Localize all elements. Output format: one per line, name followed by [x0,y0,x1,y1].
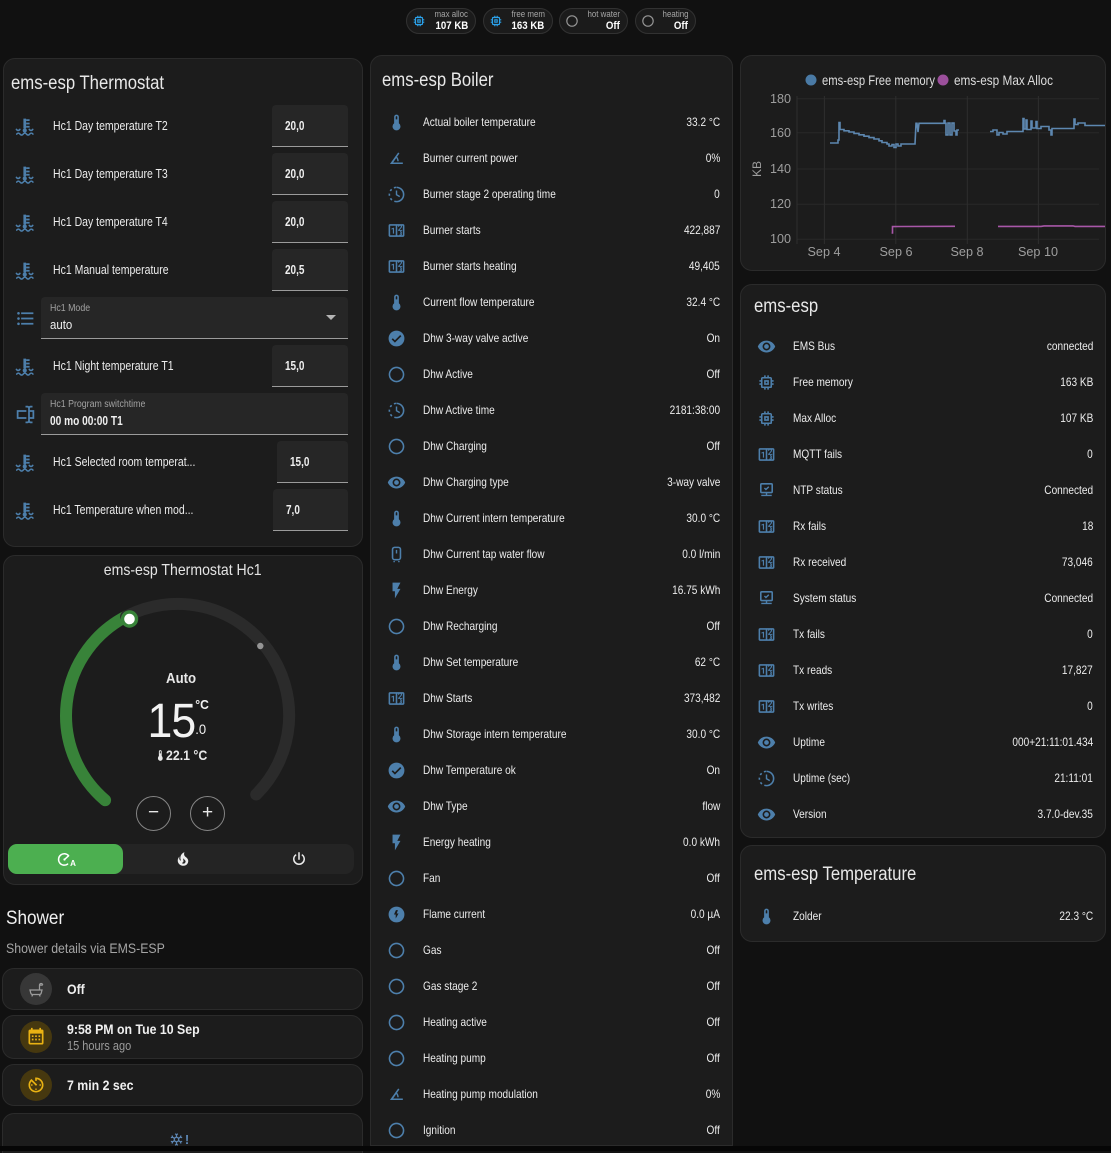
svg-text:Sep 10: Sep 10 [1018,245,1058,259]
svg-text:KB: KB [750,161,764,177]
svg-text:Sep 4: Sep 4 [808,245,841,259]
svg-text:ems-esp Max Alloc: ems-esp Max Alloc [954,72,1053,88]
svg-text:100: 100 [770,232,791,246]
svg-text:120: 120 [770,197,791,211]
svg-text:160: 160 [770,126,791,140]
svg-text:140: 140 [770,162,791,176]
svg-text:Sep 6: Sep 6 [880,245,913,259]
svg-text:ems-esp Free memory: ems-esp Free memory [822,72,935,88]
svg-text:Sep 8: Sep 8 [951,245,984,259]
svg-text:180: 180 [770,92,791,106]
